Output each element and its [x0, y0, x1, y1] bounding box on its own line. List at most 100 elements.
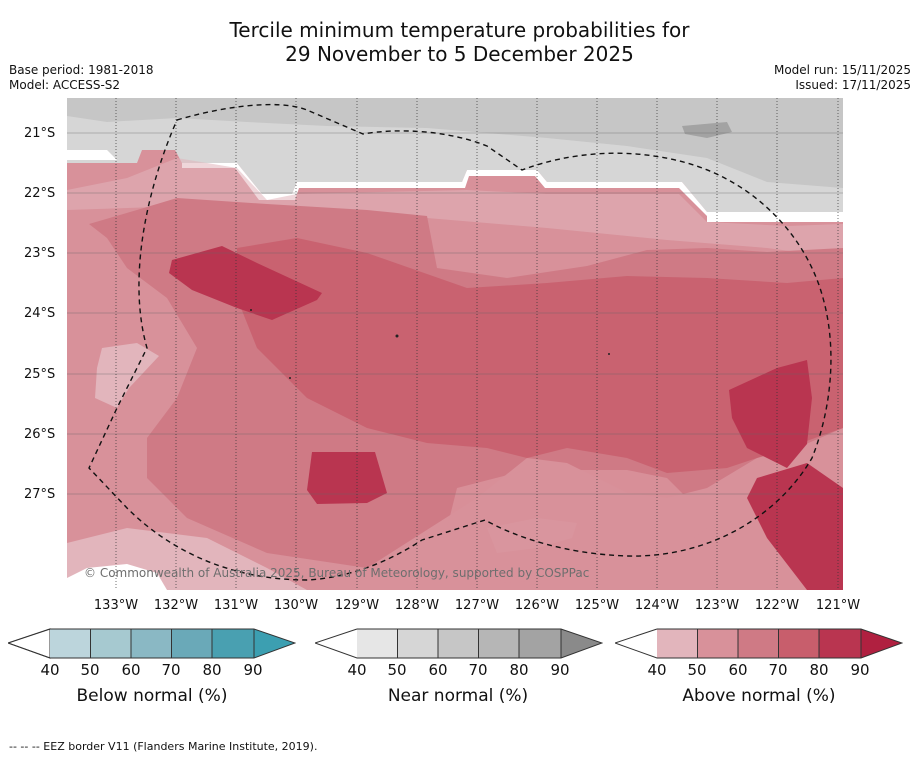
colorbar-swatch — [90, 629, 131, 658]
model-name: Model: ACCESS-S2 — [9, 78, 121, 92]
title-line-2: 29 November to 5 December 2025 — [285, 42, 634, 66]
meta-left: Base period: 1981-2018 Model: ACCESS-S2 — [9, 63, 154, 93]
colorbar-near-normal — [315, 628, 603, 659]
colorbar-below-normal — [8, 628, 296, 659]
issued-date: Issued: 17/11/2025 — [795, 78, 911, 92]
colorbar-outline — [8, 628, 296, 659]
title-line-1: Tercile minimum temperature probabilitie… — [229, 18, 690, 42]
colorbar-swatch — [397, 629, 438, 658]
colorbar-swatch — [778, 629, 819, 658]
lon-label: 128°W — [394, 598, 440, 613]
above-40-patch-west — [95, 343, 159, 408]
blank-patch-southwest — [67, 564, 167, 590]
colorbar-outline — [615, 628, 903, 659]
colorbar-swatch — [478, 629, 519, 658]
colorbar-swatch — [438, 629, 479, 658]
eez-footnote: -- -- -- EEZ border V11 (Flanders Marine… — [9, 740, 318, 753]
near-normal-80-patch — [682, 122, 732, 138]
probability-map — [67, 98, 843, 590]
longitude-gridlines — [115, 98, 839, 590]
colorbar-tick: 40 — [647, 661, 667, 679]
colorbar-tick: 40 — [347, 661, 367, 679]
lon-label: 130°W — [273, 598, 319, 613]
colorbar-swatch — [819, 629, 861, 658]
lon-label: 124°W — [634, 598, 680, 613]
colorbar-tick: 70 — [161, 661, 181, 679]
lon-label: 131°W — [213, 598, 259, 613]
colorbar-tick: 80 — [809, 661, 829, 679]
colorbar-tick: 50 — [387, 661, 407, 679]
model-run: Model run: 15/11/2025 — [773, 63, 911, 77]
colorbar-above-normal — [615, 628, 903, 659]
colorbar-swatch — [357, 629, 398, 658]
above-70-zone — [237, 238, 843, 473]
colorbar-swatch — [171, 629, 212, 658]
above-80-patch-south — [307, 452, 387, 504]
colorbar-title-above: Above normal (%) — [682, 686, 836, 706]
lon-label: 132°W — [153, 598, 199, 613]
colorbar-tick: 60 — [428, 661, 448, 679]
colorbar-title-near: Near normal (%) — [387, 686, 529, 706]
colorbar-tick: 90 — [850, 661, 870, 679]
colorbar-swatch — [8, 628, 51, 659]
lon-label: 123°W — [694, 598, 740, 613]
lon-label: 129°W — [334, 598, 380, 613]
above-80-patch-east — [729, 360, 812, 468]
lon-label: 126°W — [514, 598, 560, 613]
colorbar-tick: 90 — [243, 661, 263, 679]
lon-label: 127°W — [454, 598, 500, 613]
lat-label: 21°S — [24, 126, 56, 141]
island-marker — [395, 334, 399, 338]
colorbar-swatch — [657, 629, 698, 658]
colorbar-swatch — [315, 629, 357, 658]
above-80-patch-southeast — [747, 463, 843, 590]
colorbar-swatch — [50, 629, 91, 658]
lat-label: 27°S — [24, 487, 56, 502]
colorbar-tick: 70 — [468, 661, 488, 679]
map-title: Tercile minimum temperature probabilitie… — [0, 18, 919, 66]
latitude-gridlines — [67, 132, 843, 495]
lat-label: 23°S — [24, 246, 56, 261]
lon-label: 121°W — [815, 598, 861, 613]
colorbar-swatch — [615, 629, 657, 658]
colorbar-tick: 50 — [687, 661, 707, 679]
colorbar-outline — [315, 628, 603, 659]
island-marker — [250, 309, 252, 311]
colorbar-tick: 70 — [768, 661, 788, 679]
colorbar-tick: 50 — [80, 661, 100, 679]
lon-label: 122°W — [754, 598, 800, 613]
colorbar-swatch — [254, 629, 295, 658]
copyright-notice: © Commonwealth of Australia 2025, Bureau… — [84, 566, 590, 580]
colorbar-tick: 90 — [550, 661, 570, 679]
near-normal-60-zone — [67, 98, 843, 188]
eez-border — [88, 103, 832, 581]
lat-label: 24°S — [24, 306, 56, 321]
colorbar-tick: 80 — [509, 661, 529, 679]
colorbar-title-below: Below normal (%) — [76, 686, 228, 706]
above-40-band — [67, 158, 843, 258]
colorbar-swatch — [561, 629, 602, 658]
colorbar-tick: 60 — [728, 661, 748, 679]
meta-right: Model run: 15/11/2025 Issued: 17/11/2025 — [774, 63, 911, 93]
lon-label: 133°W — [93, 598, 139, 613]
above-80-patch-north — [169, 246, 322, 320]
above-50-patch-south — [447, 470, 707, 583]
lat-label: 22°S — [24, 186, 56, 201]
colorbar-swatch — [697, 629, 738, 658]
boundary-strip-west — [67, 150, 117, 160]
colorbar-swatch — [861, 629, 902, 658]
colorbar-tick: 60 — [121, 661, 141, 679]
colorbar-tick: 80 — [202, 661, 222, 679]
colorbar-swatch — [212, 629, 254, 658]
lat-label: 26°S — [24, 427, 56, 442]
base-period: Base period: 1981-2018 — [9, 63, 154, 77]
colorbar-swatch — [131, 629, 172, 658]
colorbar-swatch — [738, 629, 779, 658]
lat-label: 25°S — [24, 367, 56, 382]
lon-label: 125°W — [574, 598, 620, 613]
island-marker — [608, 353, 610, 355]
colorbar-swatch — [519, 629, 561, 658]
colorbar-tick: 40 — [40, 661, 60, 679]
boundary-strip-east — [707, 212, 843, 222]
island-marker — [289, 377, 291, 379]
